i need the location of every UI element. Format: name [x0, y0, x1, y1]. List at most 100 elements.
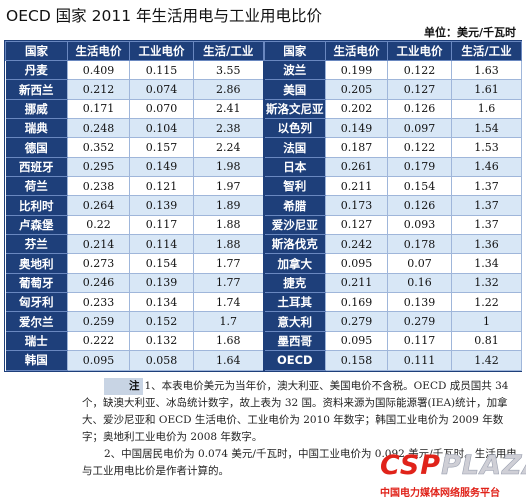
- residential-price-cell: 0.259: [67, 311, 130, 332]
- residential-price-cell: 0.187: [325, 137, 388, 158]
- ratio-cell: 2.41: [193, 99, 265, 120]
- header-country: 国家: [263, 41, 326, 61]
- residential-price-cell: 0.211: [325, 273, 388, 294]
- residential-price-cell: 0.095: [325, 331, 388, 352]
- country-cell: 奥地利: [5, 253, 68, 274]
- residential-price-cell: 0.352: [67, 137, 130, 158]
- ratio-cell: 1.36: [451, 234, 522, 255]
- ratio-cell: 1: [451, 311, 522, 332]
- ratio-cell: 1.54: [451, 118, 522, 139]
- residential-price-cell: 0.273: [67, 253, 130, 274]
- ratio-cell: 1.98: [193, 157, 265, 178]
- table-row: 匈牙利 0.233 0.134 1.74 土耳其 0.169 0.139 1.22: [5, 292, 522, 313]
- industrial-price-cell: 0.179: [387, 157, 452, 178]
- country-cell: 丹麦: [5, 60, 68, 81]
- note-1: 注 1、本表电价美元为当年价，澳大利亚、美国电价不含税。OECD 成员国共 34 …: [82, 378, 518, 446]
- industrial-price-cell: 0.139: [129, 273, 194, 294]
- residential-price-cell: 0.214: [67, 234, 130, 255]
- header-country: 国家: [5, 41, 68, 61]
- country-cell: 西班牙: [5, 157, 68, 178]
- industrial-price-cell: 0.122: [387, 137, 452, 158]
- residential-price-cell: 0.246: [67, 273, 130, 294]
- industrial-price-cell: 0.126: [387, 195, 452, 216]
- ratio-cell: 1.6: [451, 99, 522, 120]
- ratio-cell: 1.32: [451, 273, 522, 294]
- industrial-price-cell: 0.070: [129, 99, 194, 120]
- residential-price-cell: 0.242: [325, 234, 388, 255]
- industrial-price-cell: 0.139: [129, 195, 194, 216]
- residential-price-cell: 0.238: [67, 176, 130, 197]
- logo-tagline: 中国电力媒体网络服务平台: [380, 488, 500, 499]
- industrial-price-cell: 0.152: [129, 311, 194, 332]
- country-cell: 加拿大: [263, 253, 326, 274]
- country-cell: 波兰: [263, 60, 326, 81]
- country-cell: 希腊: [263, 195, 326, 216]
- table-row: 葡萄牙 0.246 0.139 1.77 捷克 0.211 0.16 1.32: [5, 273, 522, 294]
- residential-price-cell: 0.212: [67, 79, 130, 100]
- residential-price-cell: 0.169: [325, 292, 388, 313]
- country-cell: 墨西哥: [263, 331, 326, 352]
- industrial-price-cell: 0.117: [387, 331, 452, 352]
- industrial-price-cell: 0.058: [129, 350, 194, 371]
- residential-price-cell: 0.264: [67, 195, 130, 216]
- ratio-cell: 2.24: [193, 137, 265, 158]
- residential-price-cell: 0.409: [67, 60, 130, 81]
- country-cell: 新西兰: [5, 79, 68, 100]
- price-table: 国家 生活电价 工业电价 生活/工业 国家 生活电价 工业电价 生活/工业 丹麦…: [4, 40, 522, 372]
- cspplaza-logo: CSPPLAZA 中国电力媒体网络服务平台: [372, 450, 526, 500]
- industrial-price-cell: 0.122: [387, 60, 452, 81]
- industrial-price-cell: 0.134: [129, 292, 194, 313]
- ratio-cell: 1.74: [193, 292, 265, 313]
- table-row: 挪威 0.171 0.070 2.41 斯洛文尼亚 0.202 0.126 1.6: [5, 99, 522, 120]
- residential-price-cell: 0.095: [325, 253, 388, 274]
- unit-label: 单位：美元/千瓦时: [423, 26, 516, 39]
- ratio-cell: 1.37: [451, 215, 522, 236]
- industrial-price-cell: 0.115: [129, 60, 194, 81]
- notes: 注 1、本表电价美元为当年价，澳大利亚、美国电价不含税。OECD 成员国共 34 …: [82, 378, 518, 480]
- country-cell: 日本: [263, 157, 326, 178]
- industrial-price-cell: 0.07: [387, 253, 452, 274]
- country-cell: 葡萄牙: [5, 273, 68, 294]
- residential-price-cell: 0.095: [67, 350, 130, 371]
- country-cell: 爱沙尼亚: [263, 215, 326, 236]
- residential-price-cell: 0.173: [325, 195, 388, 216]
- ratio-cell: 1.64: [193, 350, 265, 371]
- header-ratio: 生活/工业: [451, 41, 522, 61]
- residential-price-cell: 0.149: [325, 118, 388, 139]
- country-cell: 土耳其: [263, 292, 326, 313]
- residential-price-cell: 0.22: [67, 215, 130, 236]
- industrial-price-cell: 0.093: [387, 215, 452, 236]
- ratio-cell: 1.63: [451, 60, 522, 81]
- ratio-cell: 1.34: [451, 253, 522, 274]
- table-row: 瑞典 0.248 0.104 2.38 以色列 0.149 0.097 1.54: [5, 118, 522, 139]
- table-row: 爱尔兰 0.259 0.152 1.7 意大利 0.279 0.279 1: [5, 311, 522, 332]
- country-cell: 以色列: [263, 118, 326, 139]
- country-cell: OECD: [263, 350, 326, 371]
- ratio-cell: 1.22: [451, 292, 522, 313]
- note-2: 2、中国居民电价为 0.074 美元/千瓦时，中国工业电价为 0.092 美元/…: [82, 448, 517, 477]
- table-row: 荷兰 0.238 0.121 1.97 智利 0.211 0.154 1.37: [5, 176, 522, 197]
- table-row: 韩国 0.095 0.058 1.64 OECD 0.158 0.111 1.42: [5, 350, 522, 371]
- industrial-price-cell: 0.157: [129, 137, 194, 158]
- country-cell: 美国: [263, 79, 326, 100]
- country-cell: 芬兰: [5, 234, 68, 255]
- industrial-price-cell: 0.126: [387, 99, 452, 120]
- ratio-cell: 1.46: [451, 157, 522, 178]
- residential-price-cell: 0.127: [325, 215, 388, 236]
- ratio-cell: 1.53: [451, 137, 522, 158]
- ratio-cell: 2.38: [193, 118, 265, 139]
- ratio-cell: 1.42: [451, 350, 522, 371]
- industrial-price-cell: 0.117: [129, 215, 194, 236]
- country-cell: 智利: [263, 176, 326, 197]
- residential-price-cell: 0.205: [325, 79, 388, 100]
- note-1-text: 1、本表电价美元为当年价，澳大利亚、美国电价不含税。OECD 成员国共 34 个…: [82, 380, 509, 443]
- country-cell: 瑞士: [5, 331, 68, 352]
- residential-price-cell: 0.295: [67, 157, 130, 178]
- ratio-cell: 0.81: [451, 331, 522, 352]
- industrial-price-cell: 0.121: [129, 176, 194, 197]
- country-cell: 斯洛文尼亚: [263, 99, 326, 120]
- country-cell: 韩国: [5, 350, 68, 371]
- ratio-cell: 1.77: [193, 253, 265, 274]
- ratio-cell: 1.88: [193, 215, 265, 236]
- ratio-cell: 1.61: [451, 79, 522, 100]
